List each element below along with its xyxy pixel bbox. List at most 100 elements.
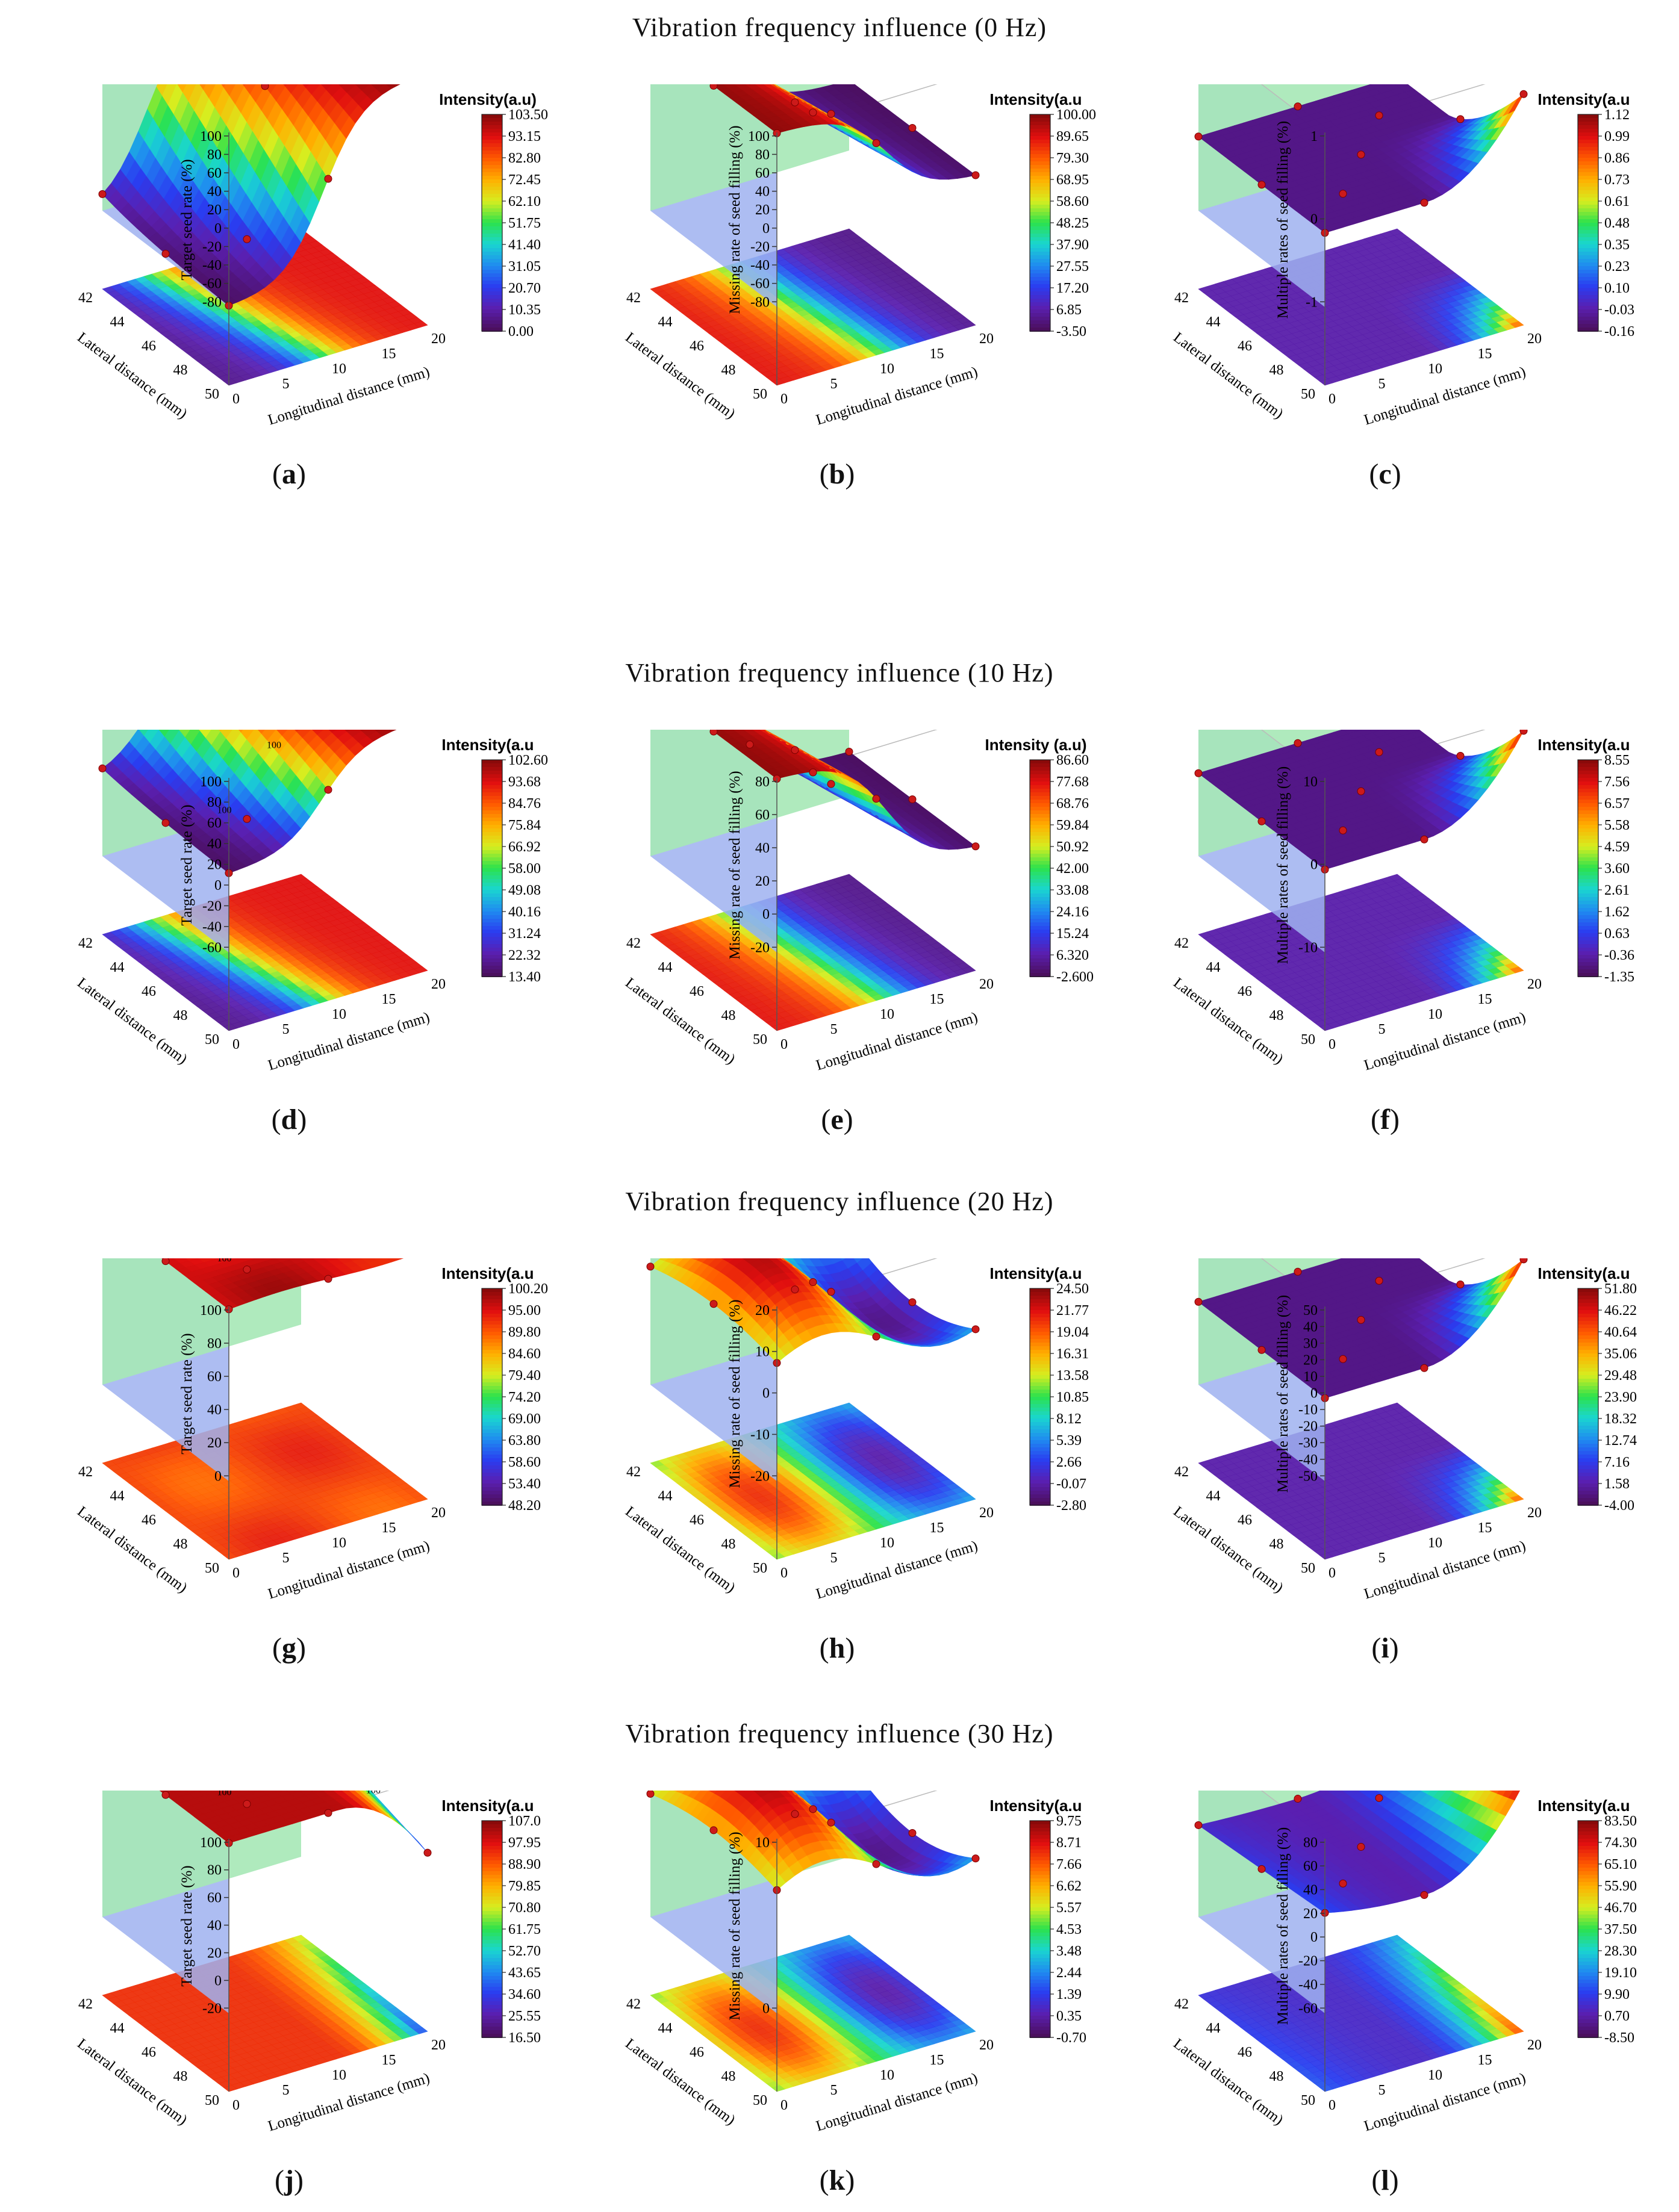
section-title: Vibration frequency influence (20 Hz) [0, 1186, 1679, 1217]
data-point [1375, 112, 1383, 119]
colorbar-tick-label: 79.40 [508, 1368, 541, 1384]
panel-caption-g: (g) [24, 1632, 554, 1665]
longitudinal-tick-label: 20 [979, 1505, 994, 1521]
colorbar-title: Intensity (a.u) [985, 736, 1086, 754]
lateral-tick-label: 46 [690, 1512, 704, 1528]
data-point [909, 796, 916, 803]
lateral-tick-label: 50 [1301, 1561, 1315, 1576]
longitudinal-tick-label: 0 [1329, 1565, 1336, 1581]
longitudinal-tick-label: 15 [1478, 346, 1492, 362]
z-tick-label: 30 [1303, 1336, 1318, 1352]
colorbar-tick-label: 34.60 [508, 1987, 541, 2002]
colorbar-tick-label: 0.86 [1604, 151, 1630, 166]
z-tick-label: 10 [755, 1344, 770, 1360]
longitudinal-tick-label: 0 [780, 1565, 788, 1581]
panel-caption-k: (k) [572, 2164, 1102, 2197]
longitudinal-axis-label: Longitudinal distance (mm) [1362, 2070, 1528, 2134]
data-point [909, 124, 916, 131]
colorbar [1578, 1821, 1598, 2038]
data-point [827, 780, 835, 788]
longitudinal-tick-label: 5 [1378, 376, 1386, 392]
z-tick-label: 10 [1303, 1369, 1318, 1385]
colorbar-tick-label: 75.84 [508, 818, 541, 833]
data-point [827, 110, 835, 117]
longitudinal-tick-label: 15 [930, 992, 944, 1007]
longitudinal-tick-label: 0 [1329, 2098, 1336, 2113]
data-point [909, 1299, 916, 1306]
colorbar-tick-label: 66.92 [508, 839, 541, 855]
longitudinal-tick-label: 10 [1428, 361, 1442, 377]
z-tick-label: -20 [1298, 1419, 1318, 1435]
colorbar-tick-label: 31.05 [508, 259, 541, 275]
z-tick-label: 40 [207, 184, 222, 200]
colorbar-tick-label: 59.84 [1056, 818, 1089, 833]
colorbar-tick-label: 72.45 [508, 172, 541, 188]
longitudinal-tick-label: 20 [431, 977, 446, 992]
colorbar-tick-label: 7.56 [1604, 774, 1630, 790]
colorbar-tick-label: 18.32 [1604, 1411, 1637, 1427]
colorbar-tick-label: 48.25 [1056, 216, 1089, 231]
z-tick-label: 80 [207, 147, 222, 163]
data-point [424, 1849, 431, 1856]
colorbar-tick-label: 68.95 [1056, 172, 1089, 188]
colorbar-tick-label: 68.76 [1056, 796, 1089, 812]
colorbar-tick-label: 15.24 [1056, 926, 1089, 942]
data-point [1421, 836, 1428, 843]
lateral-tick-label: 46 [690, 2045, 704, 2060]
colorbar-tick-label: 5.39 [1056, 1433, 1082, 1449]
colorbar-title: Intensity(a.u [1537, 736, 1630, 754]
colorbar-tick-label: 40.64 [1604, 1325, 1637, 1340]
lateral-tick-label: 46 [1238, 2045, 1252, 2060]
lateral-tick-label: 46 [1238, 984, 1252, 999]
data-point [972, 1855, 979, 1862]
lateral-tick-label: 44 [110, 314, 125, 330]
colorbar-tick-label: 37.50 [1604, 1922, 1637, 1937]
lateral-tick-label: 46 [1238, 338, 1252, 354]
longitudinal-tick-label: 0 [232, 391, 240, 407]
data-point [1294, 103, 1301, 110]
contour-floor [102, 1935, 428, 2092]
longitudinal-tick-label: 10 [1428, 2068, 1442, 2083]
colorbar-tick-label: 107.0 [508, 1813, 541, 1829]
data-point [1457, 1281, 1464, 1288]
lateral-tick-label: 42 [1174, 936, 1189, 951]
longitudinal-axis-label: Longitudinal distance (mm) [1362, 1538, 1528, 1602]
colorbar-tick-label: 0.63 [1604, 926, 1630, 942]
lateral-tick-label: 48 [721, 1008, 736, 1024]
colorbar-tick-label: 24.16 [1056, 904, 1089, 920]
lateral-tick-label: 44 [1206, 314, 1221, 330]
colorbar [1030, 1288, 1050, 1506]
colorbar-tick-label: 16.50 [508, 2030, 541, 2046]
contour-floor [102, 1403, 428, 1559]
z-tick-label: -1 [1306, 294, 1318, 310]
colorbar-tick-label: 89.80 [508, 1325, 541, 1340]
colorbar-tick-label: 58.60 [1056, 194, 1089, 210]
longitudinal-tick-label: 10 [880, 1007, 894, 1022]
colorbar [1578, 760, 1598, 977]
z-tick-label: 0 [214, 878, 222, 893]
lateral-tick-label: 50 [753, 1561, 767, 1576]
colorbar [1030, 1821, 1050, 2038]
panel-caption-j: (j) [24, 2164, 554, 2197]
longitudinal-axis-label: Longitudinal distance (mm) [814, 364, 980, 428]
colorbar-tick-label: -0.16 [1604, 324, 1634, 340]
longitudinal-tick-label: 0 [1329, 1037, 1336, 1052]
colorbar-tick-label: 49.08 [508, 883, 541, 898]
z-tick-label: 0 [214, 1973, 222, 1989]
data-point [791, 747, 799, 754]
z-tick-label: 0 [1310, 212, 1318, 228]
data-point [1520, 730, 1527, 735]
section-title: Vibration frequency influence (30 Hz) [0, 1718, 1679, 1749]
lateral-tick-label: 46 [142, 2045, 156, 2060]
colorbar-tick-label: 51.80 [1604, 1281, 1637, 1297]
data-point [827, 1288, 835, 1296]
longitudinal-tick-label: 5 [830, 2083, 838, 2098]
colorbar-tick-label: 12.74 [1604, 1433, 1637, 1449]
y-axis-label: Target seed rate (%) [179, 1333, 195, 1454]
colorbar-tick-label: 7.16 [1604, 1455, 1630, 1470]
lateral-tick-label: 44 [110, 960, 125, 975]
longitudinal-tick-label: 0 [232, 1565, 240, 1581]
colorbar-tick-label: 2.61 [1604, 883, 1630, 898]
